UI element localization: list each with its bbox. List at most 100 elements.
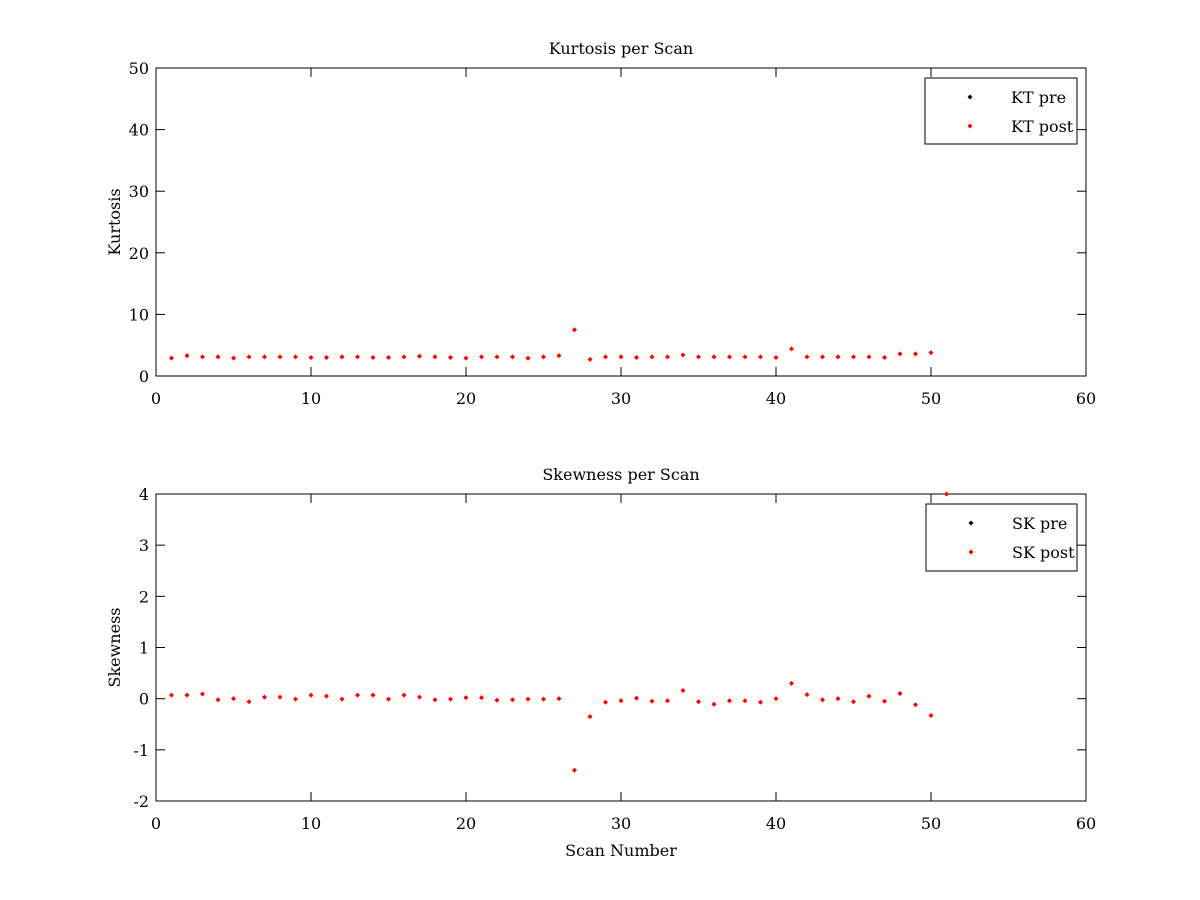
legend-label: SK pre bbox=[1012, 514, 1067, 533]
legend-label: KT post bbox=[1011, 117, 1074, 136]
data-point bbox=[169, 692, 174, 698]
data-point bbox=[432, 697, 438, 703]
data-point bbox=[758, 699, 763, 705]
data-point bbox=[386, 355, 391, 361]
y-axis-label: Kurtosis bbox=[105, 188, 124, 255]
legend-label: KT pre bbox=[1011, 88, 1066, 107]
data-point bbox=[742, 698, 748, 704]
data-point bbox=[277, 694, 283, 700]
data-point bbox=[184, 692, 190, 698]
data-point bbox=[758, 354, 763, 360]
data-point bbox=[603, 699, 608, 705]
legend-box bbox=[924, 77, 1078, 145]
x-tick-label: 40 bbox=[766, 814, 786, 833]
x-tick-label: 10 bbox=[301, 814, 321, 833]
legend-marker bbox=[967, 123, 973, 129]
data-point bbox=[851, 699, 856, 705]
data-point bbox=[246, 699, 252, 705]
data-point bbox=[804, 692, 810, 698]
data-point bbox=[169, 355, 174, 361]
data-point bbox=[293, 354, 298, 360]
data-point bbox=[324, 693, 329, 699]
data-point bbox=[184, 353, 190, 359]
data-point bbox=[246, 354, 252, 360]
data-point bbox=[851, 354, 856, 360]
x-tick-label: 50 bbox=[921, 389, 941, 408]
data-point bbox=[711, 354, 717, 360]
data-point bbox=[649, 354, 655, 360]
legend-marker bbox=[968, 549, 974, 555]
data-point bbox=[494, 697, 500, 703]
data-point bbox=[215, 697, 221, 703]
data-point bbox=[866, 693, 872, 699]
data-point bbox=[820, 354, 825, 360]
data-point bbox=[680, 352, 686, 358]
data-point bbox=[727, 698, 732, 704]
data-point bbox=[479, 695, 484, 701]
y-tick-label: 20 bbox=[129, 244, 149, 263]
data-point bbox=[727, 354, 732, 360]
data-point bbox=[742, 354, 748, 360]
data-point bbox=[680, 687, 686, 693]
data-point bbox=[835, 696, 841, 702]
data-point bbox=[572, 767, 577, 773]
data-point bbox=[928, 713, 934, 719]
x-tick-label: 60 bbox=[1076, 389, 1096, 408]
data-point bbox=[696, 354, 701, 360]
data-point bbox=[339, 354, 345, 360]
data-point bbox=[277, 354, 283, 360]
x-tick-label: 60 bbox=[1076, 814, 1096, 833]
data-point bbox=[897, 351, 903, 357]
data-point bbox=[308, 692, 314, 698]
data-point bbox=[231, 696, 236, 702]
y-tick-label: 40 bbox=[129, 121, 149, 140]
data-point bbox=[324, 355, 329, 361]
x-tick-label: 0 bbox=[151, 814, 161, 833]
y-tick-label: -2 bbox=[133, 792, 149, 811]
data-point bbox=[541, 354, 546, 360]
chart-panel-2: 0 10 20 30 40 50 60 -2 -1 0 1 2 3 4 Skewness per Scan S… bbox=[105, 465, 1096, 860]
data-point bbox=[463, 355, 469, 361]
legend-marker bbox=[968, 520, 974, 526]
x-axis-label: Scan Number bbox=[565, 841, 677, 860]
data-point bbox=[789, 680, 794, 686]
data-point bbox=[928, 350, 934, 356]
data-point bbox=[200, 691, 205, 697]
data-point bbox=[355, 692, 360, 698]
y-tick-label: 3 bbox=[139, 536, 149, 555]
data-point bbox=[897, 691, 903, 697]
data-point bbox=[215, 354, 221, 360]
data-point bbox=[603, 354, 608, 360]
data-point bbox=[866, 354, 872, 360]
legend-label: SK post bbox=[1012, 543, 1075, 562]
chart-title: Kurtosis per Scan bbox=[549, 39, 693, 58]
data-point bbox=[417, 694, 422, 700]
data-point bbox=[494, 354, 500, 360]
data-point bbox=[618, 698, 624, 704]
data-point bbox=[386, 696, 391, 702]
data-point bbox=[417, 353, 422, 359]
data-point bbox=[804, 354, 810, 360]
x-tick-label: 10 bbox=[301, 389, 321, 408]
data-point bbox=[665, 698, 670, 704]
y-tick-label: 0 bbox=[139, 690, 149, 709]
x-tick-label: 30 bbox=[611, 814, 631, 833]
x-tick-label: 50 bbox=[921, 814, 941, 833]
data-point bbox=[541, 696, 546, 702]
data-point bbox=[370, 692, 376, 698]
data-point bbox=[200, 354, 205, 360]
y-tick-label: -1 bbox=[133, 741, 149, 760]
data-point bbox=[649, 698, 655, 704]
data-point bbox=[773, 355, 779, 361]
y-tick-label: 50 bbox=[129, 59, 149, 78]
data-point bbox=[789, 346, 794, 352]
chart-title: Skewness per Scan bbox=[542, 465, 699, 484]
data-point bbox=[448, 696, 453, 702]
y-tick-label: 4 bbox=[139, 485, 149, 504]
x-tick-label: 0 bbox=[151, 389, 161, 408]
data-point bbox=[556, 353, 562, 359]
y-tick-label: 0 bbox=[139, 367, 149, 386]
data-point bbox=[696, 699, 701, 705]
legend: SK pre SK post bbox=[925, 503, 1078, 572]
